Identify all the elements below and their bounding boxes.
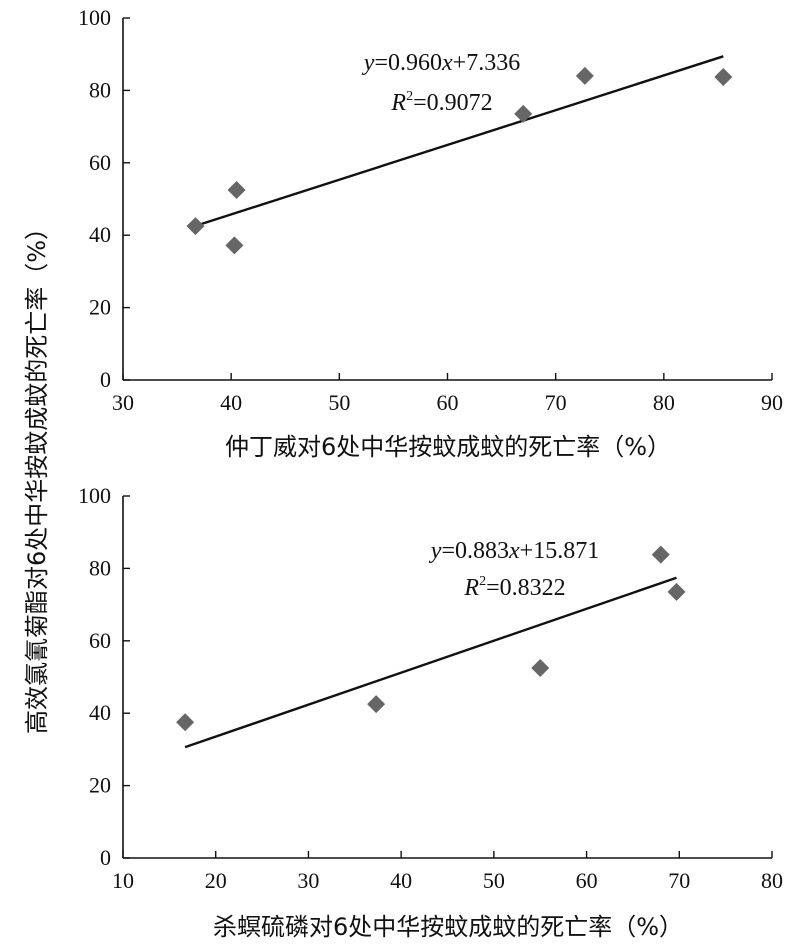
r-var: R [390,90,406,116]
eq-intercept: 15.871 [533,538,599,564]
data-point [186,217,205,236]
trendline [184,576,677,749]
eq-sign: = [441,538,455,564]
x-tick-label: 80 [761,868,783,893]
axes [122,18,772,381]
r-eq-sign: = [486,575,500,601]
eq-slope: 0.883 [455,538,509,564]
eq-x-var: x [508,538,520,564]
eq-slope: 0.960 [388,50,442,76]
eq-y-var: y [362,50,375,76]
y-tick-label: 80 [89,555,111,580]
r-superscript: 2 [479,574,486,589]
x-tick-label: 70 [668,868,690,893]
y-tick-label: 100 [78,5,111,30]
r-squared-value: 0.9072 [427,90,493,116]
x-tick-label: 40 [220,390,242,415]
x-tick-label: 50 [328,390,350,415]
eq-plus: + [453,50,467,76]
axis-ticks: 0 20 40 60 80 100 30 40 50 60 70 80 90 [78,5,783,415]
eq-intercept: 7.336 [466,50,520,76]
data-points [186,66,733,255]
y-tick-label: 80 [89,77,111,102]
x-tick-label: 70 [545,390,567,415]
data-point [225,236,244,255]
x-tick-label: 30 [297,868,319,893]
eq-x-var: x [441,50,453,76]
x-tick-label: 90 [761,390,783,415]
trendline-group [195,55,724,228]
y-tick-label: 60 [89,150,111,175]
data-point [651,545,670,564]
y-tick-label: 0 [100,367,111,392]
r-superscript: 2 [406,89,413,104]
chart-panel-top: 0 20 40 60 80 100 30 40 50 60 70 80 90 仲丁威对6处中华按蚊成蚊的… [78,5,783,461]
x-tick-label: 60 [576,868,598,893]
axis-ticks: 0 20 40 60 80 100 10 20 30 40 50 60 70 80 [78,483,783,893]
trendline [195,55,724,228]
regression-equation: y=0.883x+15.871 [429,538,599,564]
axes [122,496,772,859]
y-tick-label: 20 [89,295,111,320]
data-point [367,695,386,714]
data-point [667,582,686,601]
r-squared-label: R2=0.9072 [390,89,492,116]
data-point [531,658,550,677]
data-point [514,104,533,123]
r-eq-sign: = [413,90,427,116]
y-tick-label: 0 [100,845,111,870]
eq-sign: = [374,50,388,76]
eq-plus: + [520,538,534,564]
x-tick-label: 10 [112,868,134,893]
y-tick-label: 40 [89,222,111,247]
r-squared-label: R2=0.8322 [463,574,565,601]
x-axis-title: 仲丁威对6处中华按蚊成蚊的死亡率（%） [225,433,671,461]
regression-equation: y=0.960x+7.336 [362,50,520,76]
y-tick-label: 20 [89,773,111,798]
y-tick-label: 40 [89,700,111,725]
x-tick-label: 40 [390,868,412,893]
x-tick-label: 80 [653,390,675,415]
shared-y-axis-title: 高效氯氰菊酯对6处中华按蚊成蚊的死亡率（%） [23,216,51,734]
data-points [176,545,686,732]
y-tick-label: 60 [89,628,111,653]
x-axis-title: 杀螟硫磷对6处中华按蚊成蚊的死亡率（%） [213,913,683,941]
trendline-group [184,576,677,749]
chart-panel-bottom: 0 20 40 60 80 100 10 20 30 40 50 60 70 80 杀螟硫磷对6处中华按蚊… [78,483,783,941]
x-tick-label: 50 [483,868,505,893]
data-point [227,180,246,199]
r-squared-value: 0.8322 [500,575,566,601]
data-point [575,66,594,85]
data-point [714,68,733,87]
x-tick-label: 20 [205,868,227,893]
data-point [176,713,195,732]
x-tick-label: 60 [437,390,459,415]
r-var: R [463,575,479,601]
eq-y-var: y [429,538,442,564]
y-tick-label: 100 [78,483,111,508]
x-tick-label: 30 [112,390,134,415]
